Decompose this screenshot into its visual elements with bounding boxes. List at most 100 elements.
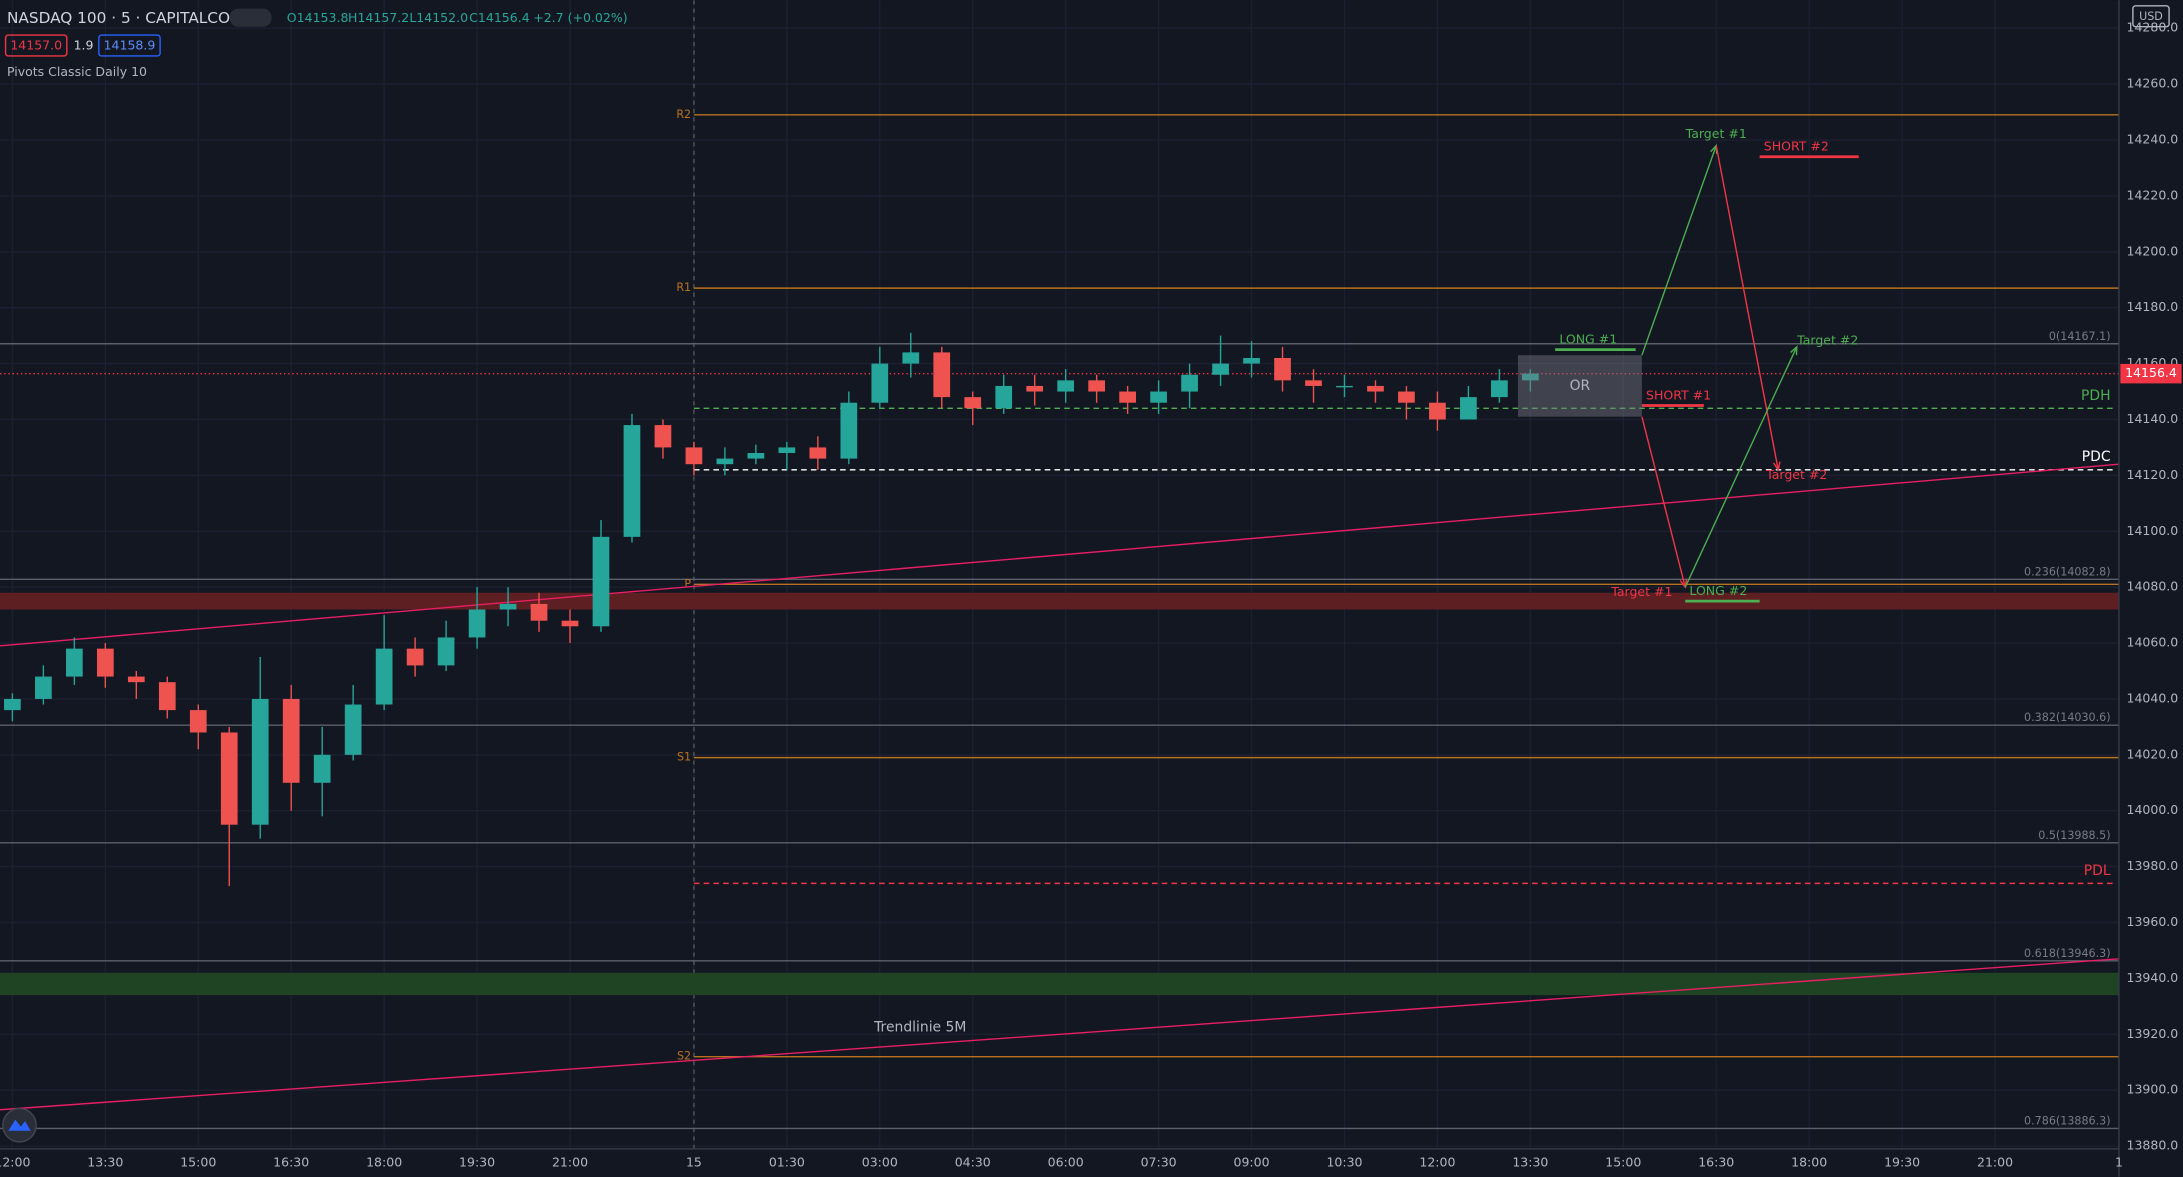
- x-tick-label: 12:00: [1419, 1154, 1455, 1169]
- y-tick-label: 14280.0: [2126, 20, 2178, 35]
- day-level-label: PDC: [2082, 449, 2111, 465]
- candle-body: [1212, 363, 1229, 375]
- y-tick-label: 13960.0: [2126, 914, 2178, 929]
- y-tick-label: 14020.0: [2126, 746, 2178, 761]
- candle-body: [189, 710, 207, 733]
- x-tick-label: 10:30: [1326, 1154, 1362, 1169]
- status-pill: [229, 8, 272, 27]
- ohlc-change: +2.7 (+0.02%): [533, 10, 627, 25]
- candle-body: [35, 676, 52, 699]
- target-label: Target #1: [1610, 584, 1672, 599]
- y-tick-label: 14180.0: [2126, 299, 2178, 314]
- y-tick-label: 14260.0: [2126, 76, 2178, 91]
- candle-body: [1150, 391, 1167, 403]
- candle-body: [1398, 391, 1415, 403]
- y-tick-label: 13940.0: [2126, 970, 2178, 985]
- x-tick-label: 21:00: [1977, 1154, 2013, 1169]
- y-tick-label: 14100.0: [2126, 523, 2178, 538]
- candle-body: [654, 425, 672, 448]
- x-tick-label: 09:00: [1234, 1154, 1270, 1169]
- fib-label: 0(14167.1): [2049, 330, 2111, 343]
- candle-body: [747, 453, 765, 459]
- pivot-label: S2: [677, 1050, 691, 1063]
- logo-icon: [8, 1119, 31, 1131]
- pivot-label: R2: [676, 108, 691, 121]
- ohlc-open: O14153.8: [287, 10, 349, 25]
- x-tick-label: 04:30: [955, 1154, 991, 1169]
- candle-body: [1119, 391, 1136, 403]
- candle-body: [623, 425, 641, 537]
- candle-body: [1460, 397, 1477, 420]
- trendline: [0, 463, 2120, 647]
- candle-body: [1243, 357, 1260, 364]
- symbol-title: NASDAQ 100 · 5 · CAPITALCOM: [7, 9, 243, 27]
- y-tick-label: 14080.0: [2126, 579, 2178, 594]
- y-tick-label: 14200.0: [2126, 243, 2178, 258]
- x-tick-label: 13:30: [1512, 1154, 1548, 1169]
- zone: [0, 972, 2119, 996]
- y-tick-label: 14040.0: [2126, 690, 2178, 705]
- candle-body: [65, 648, 83, 677]
- candle-body: [437, 637, 455, 666]
- fib-label: 0.382(14030.6): [2024, 711, 2111, 724]
- candle-body: [220, 732, 238, 825]
- candle-body: [1305, 380, 1322, 386]
- pivot-label: S1: [677, 751, 691, 764]
- target-label: Target #2: [1765, 467, 1827, 482]
- candle-body: [995, 385, 1013, 409]
- candle-body: [499, 603, 517, 610]
- x-tick-label: 16:30: [273, 1154, 309, 1169]
- candle-body: [902, 352, 920, 364]
- x-tick-label: 15:00: [1605, 1154, 1641, 1169]
- arrow-head: [1772, 461, 1781, 472]
- x-tick-label: 01:30: [769, 1154, 805, 1169]
- bid-box[interactable]: [4, 34, 68, 57]
- candle-body: [778, 447, 796, 454]
- marker-label: LONG #1: [1559, 331, 1617, 346]
- ask-box[interactable]: [98, 34, 161, 57]
- candle-body: [840, 402, 858, 459]
- candle-body: [96, 648, 114, 677]
- candle-body: [1522, 373, 1539, 381]
- ask[interactable]: 14158.9: [104, 38, 156, 53]
- target-label: Target #1: [1685, 126, 1747, 141]
- candle-body: [1367, 385, 1384, 392]
- candle-body: [158, 682, 176, 711]
- arrow: [1715, 145, 1779, 470]
- currency-box[interactable]: [2132, 5, 2170, 28]
- candle-body: [406, 648, 424, 666]
- y-tick-label: 14220.0: [2126, 187, 2178, 202]
- candle-body: [1026, 385, 1044, 392]
- y-tick-label: 13920.0: [2126, 1026, 2178, 1041]
- x-tick-label: 13:30: [87, 1154, 123, 1169]
- candle-body: [1088, 380, 1106, 392]
- arrow: [1684, 346, 1798, 588]
- candle-body: [871, 363, 889, 403]
- currency[interactable]: USD: [2139, 10, 2163, 23]
- candle-body: [375, 648, 393, 705]
- x-tick-label: 21:00: [552, 1154, 588, 1169]
- arrow: [1641, 145, 1717, 356]
- x-tick-label: 16:30: [1698, 1154, 1734, 1169]
- marker-label: SHORT #1: [1646, 387, 1711, 402]
- range-box-label: OR: [1570, 378, 1591, 394]
- candle-body: [716, 458, 734, 465]
- indicator-label: Pivots Classic Daily 10: [7, 64, 147, 79]
- fib-label: 0.236(14082.8): [2024, 565, 2111, 578]
- candle-body: [933, 352, 951, 398]
- y-tick-label: 13980.0: [2126, 858, 2178, 873]
- pivot-label: P: [684, 577, 691, 590]
- marker-label: LONG #2: [1689, 583, 1747, 598]
- x-tick-label: 06:00: [1048, 1154, 1084, 1169]
- y-tick-label: 14000.0: [2126, 802, 2178, 817]
- marker-label: SHORT #2: [1764, 139, 1829, 154]
- fib-label: 0.618(13946.3): [2024, 947, 2111, 960]
- arrow-head: [1790, 345, 1798, 356]
- pivot-label: R1: [676, 281, 691, 294]
- x-tick-label: 18:00: [366, 1154, 402, 1169]
- candle-body: [964, 397, 982, 409]
- candle-body: [685, 447, 703, 465]
- bid[interactable]: 14157.0: [10, 38, 62, 53]
